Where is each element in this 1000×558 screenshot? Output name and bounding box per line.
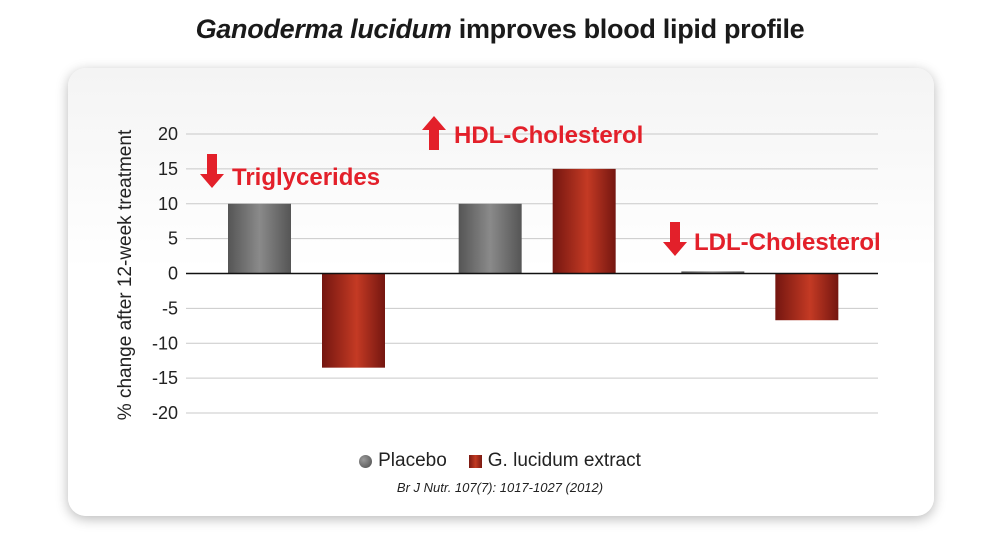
bar-placebo-2 (681, 271, 745, 274)
arrow-down-icon (663, 222, 687, 256)
legend-swatch-extract (468, 454, 482, 468)
arrow-down-icon (200, 154, 224, 188)
bar-extract-0 (322, 273, 385, 368)
y-tick-label: -15 (152, 368, 178, 388)
y-tick-label: 10 (158, 194, 178, 214)
source-citation: Br J Nutr. 107(7): 1017-1027 (2012) (396, 480, 604, 495)
legend-swatch-placebo (359, 454, 373, 468)
chart-title: Ganoderma lucidum improves blood lipid p… (0, 14, 1000, 45)
bar-extract-2 (775, 273, 839, 321)
y-tick-label: 0 (168, 264, 178, 284)
y-tick-label: -10 (152, 333, 178, 353)
y-tick-label: 5 (168, 229, 178, 249)
legend-label-extract: G. lucidum extract (487, 450, 641, 471)
legend-label-placebo: Placebo (378, 450, 447, 471)
bar-placebo-1 (458, 203, 522, 274)
y-tick-label: 15 (158, 159, 178, 179)
bars (228, 168, 839, 368)
bar-placebo-0 (228, 203, 291, 274)
y-tick-label: 20 (158, 124, 178, 144)
category-labels: Triglycerides HDL-Cholesterol LDL-Choleste… (200, 116, 881, 256)
legend: Placebo G. lucidum extract (0, 450, 1000, 472)
category-label: Triglycerides (232, 164, 380, 191)
chart-title-italic: Ganoderma lucidum (195, 14, 452, 44)
legend-item-extract: G. lucidum extract (468, 450, 641, 472)
arrow-up-icon (422, 116, 446, 150)
category-label: LDL-Cholesterol (694, 229, 881, 256)
category-label: HDL-Cholesterol (454, 122, 643, 149)
bar-extract-1 (552, 168, 616, 274)
y-tick-labels: 20 15 10 5 0 -5 -10 -15 -20 (152, 124, 178, 423)
y-axis-label: % change after 12-week treatment (115, 129, 136, 420)
y-tick-label: -5 (162, 298, 178, 318)
chart-title-rest: improves blood lipid profile (458, 14, 805, 44)
legend-item-placebo: Placebo (359, 450, 447, 472)
y-tick-label: -20 (152, 403, 178, 423)
